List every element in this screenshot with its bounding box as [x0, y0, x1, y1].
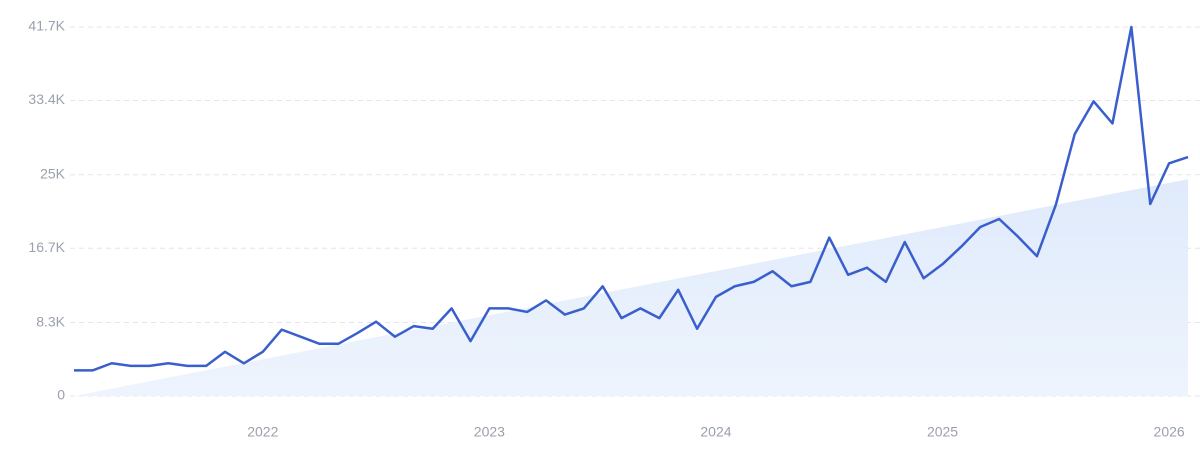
y-tick-label: 41.7K: [28, 18, 65, 34]
y-tick-label: 16.7K: [28, 239, 65, 255]
y-tick-label: 0: [57, 387, 65, 403]
trend-area: [74, 179, 1188, 396]
y-tick-label: 33.4K: [28, 91, 65, 107]
x-tick-label: 2023: [474, 424, 505, 440]
x-tick-label: 2026: [1154, 424, 1185, 440]
y-tick-label: 25K: [40, 165, 66, 181]
line: [74, 25, 1189, 372]
y-tick-label: 8.3K: [36, 313, 65, 329]
x-tick-label: 2025: [927, 424, 958, 440]
x-tick-label: 2024: [700, 424, 731, 440]
x-tick-label: 2022: [247, 424, 278, 440]
